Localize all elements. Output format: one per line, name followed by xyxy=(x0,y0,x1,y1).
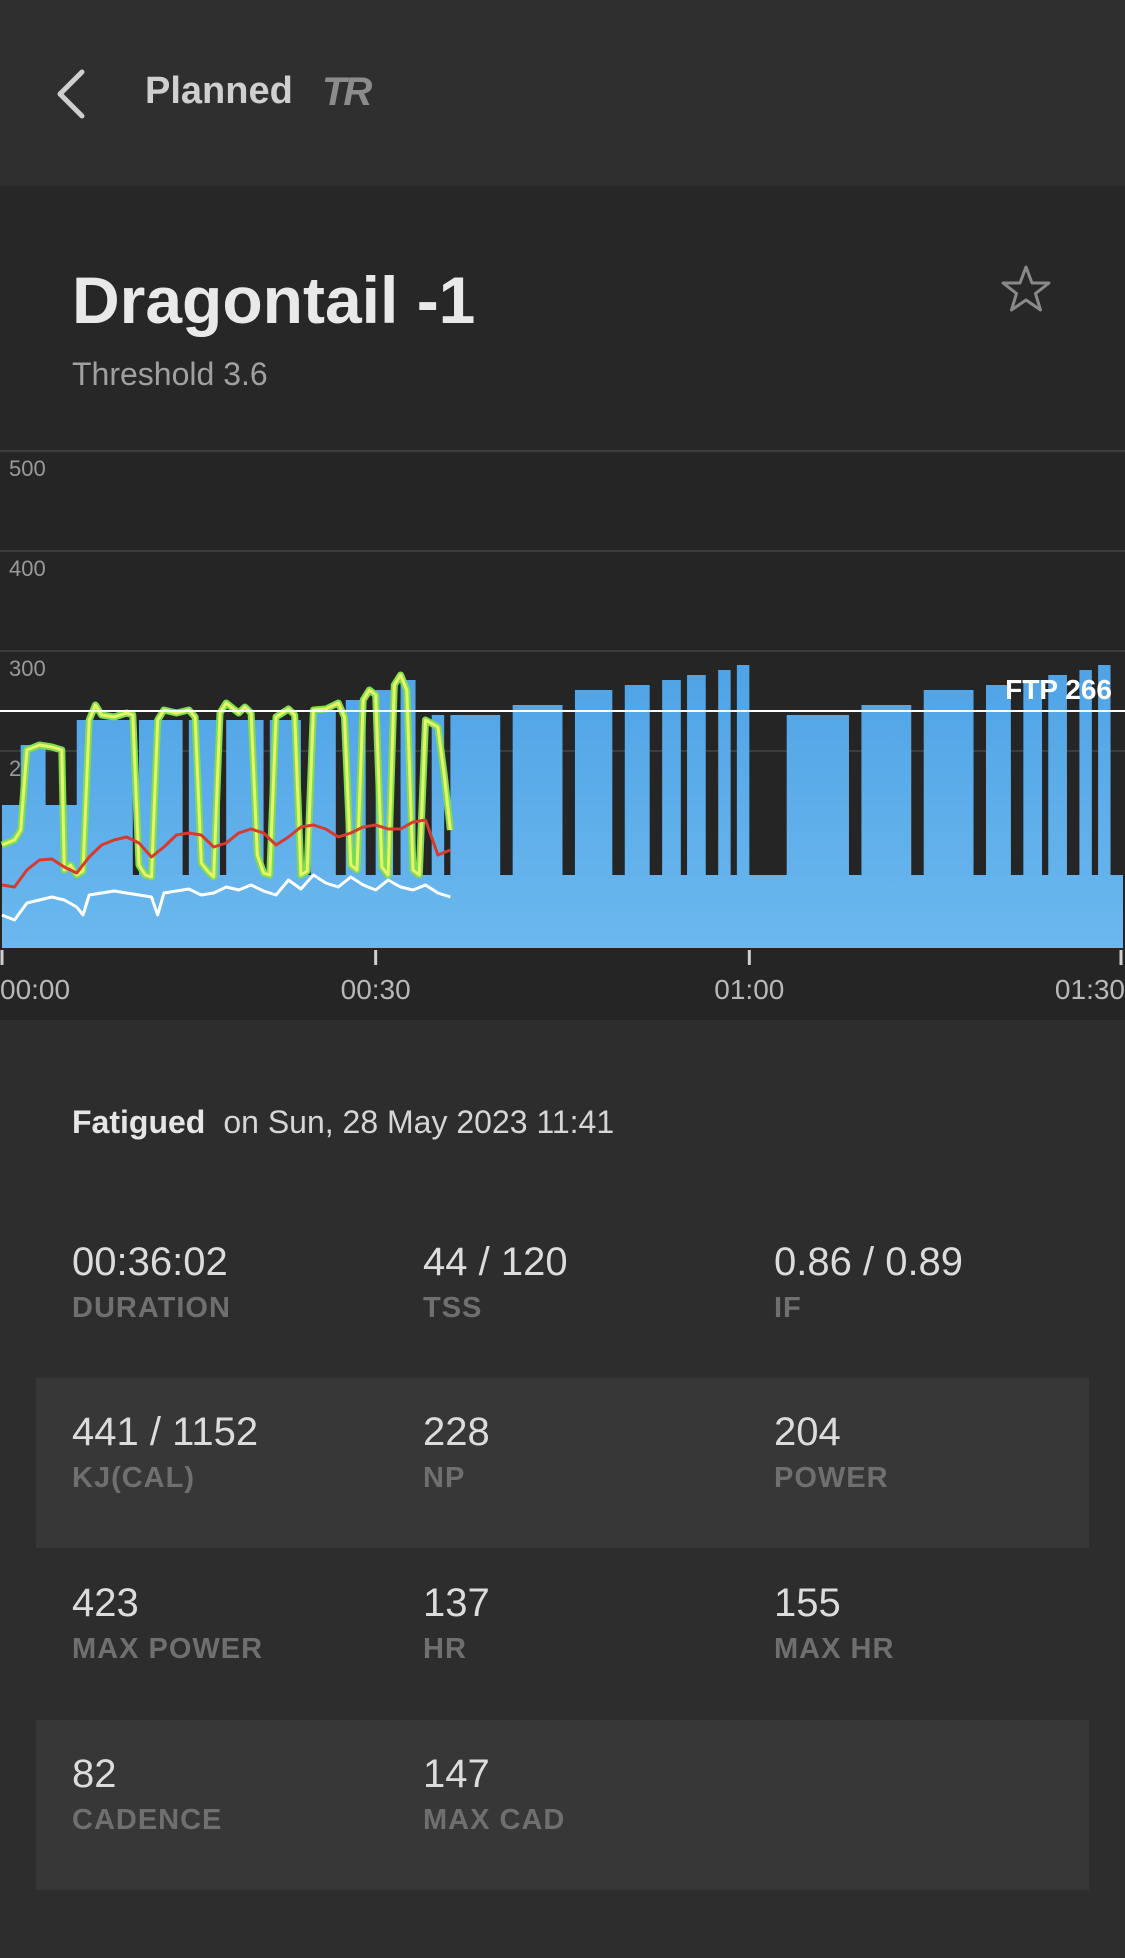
favorite-button[interactable] xyxy=(998,262,1054,318)
stat-label: MAX POWER xyxy=(72,1633,264,1665)
stat-label: NP xyxy=(423,1462,466,1494)
stat-label: TSS xyxy=(423,1292,483,1324)
x-tick-label: 00:00 xyxy=(0,974,70,1005)
stat-value: 00:36:02 xyxy=(72,1240,228,1284)
stat-label: HR xyxy=(423,1633,467,1665)
x-tick-label: 01:30 xyxy=(1055,974,1125,1005)
stats-row: 423 MAX POWER 137 HR 155 MAX HR xyxy=(36,1549,1089,1719)
stat-value: 228 xyxy=(423,1410,490,1454)
workout-chart-svg: 500 400 300 2 FTP 266 00:00 00:30 01:00 01:30 xyxy=(0,450,1125,1005)
stat-label: MAX HR xyxy=(774,1633,895,1665)
ftp-label: FTP 266 xyxy=(1005,674,1112,705)
stat-value: 147 xyxy=(423,1752,490,1796)
stat-value: 423 xyxy=(72,1581,139,1625)
stat-label: CADENCE xyxy=(72,1804,223,1836)
stat-value: 155 xyxy=(774,1581,841,1625)
stat-label: DURATION xyxy=(72,1292,231,1324)
stat-value: 441 / 1152 xyxy=(72,1410,259,1454)
power-line xyxy=(1,673,452,879)
x-tick-label: 00:30 xyxy=(341,974,411,1005)
x-tick-label: 01:00 xyxy=(714,974,784,1005)
chevron-left-icon xyxy=(57,69,85,119)
workout-date: on Sun, 28 May 2023 11:41 xyxy=(223,1104,615,1140)
y-tick-label: 300 xyxy=(9,656,46,681)
workout-header xyxy=(0,186,1125,450)
nav-title: Planned xyxy=(145,70,293,112)
workout-subtitle: Threshold 3.6 xyxy=(72,356,268,392)
stat-label: MAX CAD xyxy=(423,1804,566,1836)
stat-label: POWER xyxy=(774,1462,889,1494)
workout-title: Dragontail -1 xyxy=(72,263,476,337)
stat-value: 82 xyxy=(72,1752,117,1796)
y-tick-label: 400 xyxy=(9,556,46,581)
cadence-line xyxy=(1,873,451,922)
workout-status: Fatigued on Sun, 28 May 2023 11:41 xyxy=(72,1104,614,1141)
back-button[interactable] xyxy=(52,64,92,124)
target-power-area xyxy=(2,665,1123,948)
stat-value: 44 / 120 xyxy=(423,1240,568,1284)
stat-value: 0.86 / 0.89 xyxy=(774,1240,964,1284)
stat-label: IF xyxy=(774,1292,802,1324)
star-icon xyxy=(1001,265,1051,312)
workout-chart: 500 400 300 2 FTP 266 00:00 00:30 01:00 01:30 xyxy=(0,450,1125,1020)
stat-value: 204 xyxy=(774,1410,841,1454)
stats-row: 441 / 1152 KJ(CAL) 228 NP 204 POWER xyxy=(36,1378,1089,1548)
stat-label: KJ(CAL) xyxy=(72,1462,195,1494)
feeling-label: Fatigued xyxy=(72,1104,206,1140)
top-nav-bar: Planned TR xyxy=(0,0,1125,186)
stats-row: 82 CADENCE 147 MAX CAD xyxy=(36,1720,1089,1890)
stats-row: 00:36:02 DURATION 44 / 120 TSS 0.86 / 0.… xyxy=(36,1208,1089,1378)
trainerroad-logo: TR xyxy=(322,70,372,114)
heart-rate-line xyxy=(1,818,451,889)
stat-value: 137 xyxy=(423,1581,490,1625)
y-tick-label: 2 xyxy=(9,756,21,781)
y-tick-label: 500 xyxy=(9,456,46,481)
